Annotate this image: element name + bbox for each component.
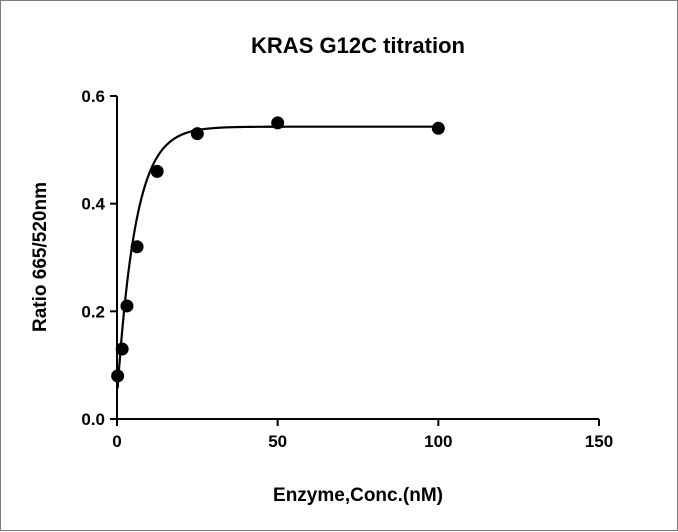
data-points [111,116,445,383]
chart-title: KRAS G12C titration [251,33,465,58]
y-axis-label: Ratio 665/520nm [30,182,51,332]
x-tick-label: 150 [585,432,613,451]
data-point [150,164,164,178]
x-axis-label: Enzyme,Conc.(nM) [273,485,443,506]
y-tick-label: 0.0 [81,410,105,429]
y-tick-label: 0.2 [81,302,105,321]
fit-curve [116,125,439,389]
data-point [120,299,134,313]
data-point [431,121,445,135]
y-tick-label: 0.6 [81,87,105,106]
x-tick-label: 50 [268,432,287,451]
fit-curve-layer [116,125,439,389]
data-point [190,127,204,141]
data-point [271,116,285,130]
data-point [115,342,129,356]
data-point [130,240,144,254]
x-tick-label: 100 [424,432,452,451]
y-tick-label: 0.4 [81,195,105,214]
x-tick-label: 0 [112,432,121,451]
data-point [111,369,125,383]
axes: 0.0 0.2 0.4 0.6 0 50 100 150 [81,87,613,451]
